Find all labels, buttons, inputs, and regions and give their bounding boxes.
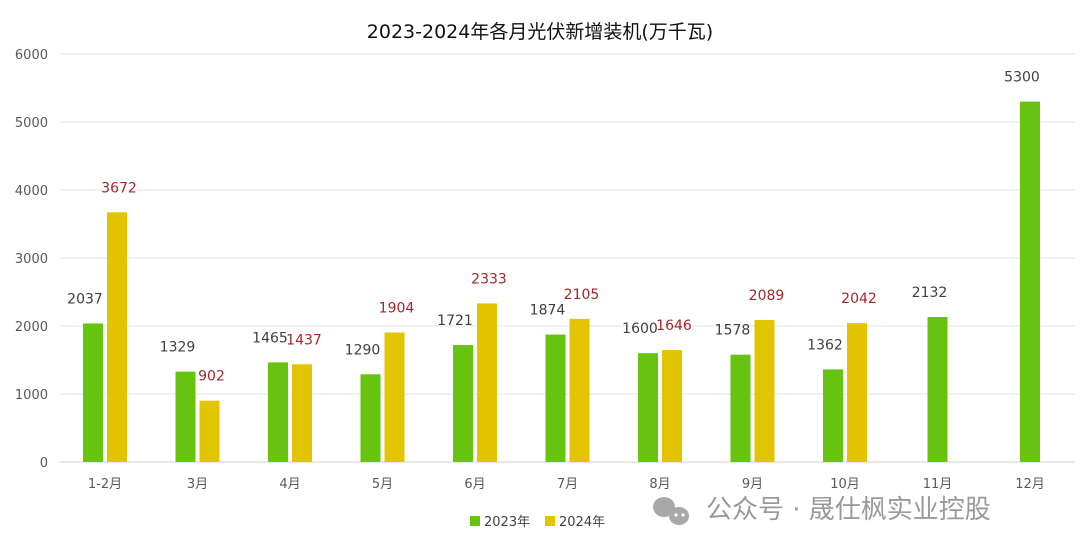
bar-2023年-4月 [268, 362, 288, 462]
data-label: 2132 [912, 285, 948, 301]
bar-2023年-12月 [1020, 101, 1040, 462]
bar-2024年-9月 [754, 319, 775, 462]
data-label: 1600 [622, 321, 658, 337]
y-tick-label: 6000 [15, 48, 48, 63]
data-label: 2042 [841, 291, 877, 307]
bar-2024年-7月 [569, 318, 590, 462]
data-label: 1290 [345, 342, 381, 358]
x-tick-label: 6月 [464, 477, 485, 492]
bar-2024年-6月 [477, 303, 497, 462]
bar-2024年-3月 [199, 400, 220, 462]
data-label: 1904 [379, 301, 415, 317]
legend-label: 2023年 [484, 515, 530, 530]
bar-2023年-1-2月 [83, 323, 103, 462]
bar-2024年-10月 [847, 323, 867, 462]
data-label: 1362 [807, 337, 843, 353]
bar-2024年-8月 [662, 350, 682, 462]
bar-2023年-8月 [638, 353, 658, 462]
legend: 2023年 2024年 [470, 515, 605, 530]
legend-label: 2024年 [559, 515, 605, 530]
bar-2023年-10月 [823, 369, 843, 462]
x-tick-label: 7月 [557, 477, 578, 492]
legend-swatch [470, 516, 480, 526]
bar-2023年-11月 [927, 317, 948, 462]
data-label: 5300 [1004, 70, 1040, 86]
wechat-icon [653, 497, 689, 525]
y-tick-label: 5000 [15, 116, 48, 131]
bar-2023年-5月 [360, 374, 381, 462]
data-label: 1874 [530, 303, 566, 319]
data-label: 2037 [67, 291, 103, 307]
data-label: 1578 [715, 323, 751, 339]
x-tick-label: 9月 [742, 477, 763, 492]
bars [83, 101, 1040, 462]
data-label: 1437 [286, 332, 322, 348]
legend-swatch [545, 516, 555, 526]
x-tick-label: 4月 [279, 477, 300, 492]
data-label: 2333 [471, 271, 507, 287]
data-label: 1465 [252, 330, 288, 346]
x-tick-label: 1-2月 [88, 477, 122, 492]
y-tick-label: 4000 [15, 184, 48, 199]
y-tick-label: 2000 [15, 320, 48, 335]
bar-2024年-5月 [384, 332, 405, 462]
x-tick-label: 3月 [187, 477, 208, 492]
x-tick-label: 11月 [923, 477, 953, 492]
x-tick-label: 10月 [830, 477, 860, 492]
data-label: 2105 [564, 287, 600, 303]
y-tick-label: 0 [40, 456, 48, 471]
chart-title: 2023-2024年各月光伏新增装机(万千瓦) [367, 21, 713, 43]
data-label: 2089 [749, 288, 785, 304]
bar-2023年-3月 [175, 371, 196, 462]
y-axis-ticks: 0 1000 2000 3000 4000 5000 6000 [15, 48, 48, 471]
data-label: 1329 [160, 340, 196, 356]
data-label: 3672 [101, 180, 137, 196]
bar-2024年-1-2月 [107, 212, 127, 462]
x-axis-ticks: 1-2月 3月 4月 5月 6月 7月 8月 9月 10月 11月 12月 [88, 477, 1045, 492]
data-label: 1646 [656, 318, 692, 334]
data-label: 1721 [437, 313, 473, 329]
data-label: 902 [198, 369, 225, 385]
bar-2023年-7月 [545, 334, 566, 462]
x-tick-label: 8月 [649, 477, 670, 492]
x-tick-label: 5月 [372, 477, 393, 492]
watermark: 公众号 · 晟仕枫实业控股 [653, 495, 991, 525]
bar-2024年-4月 [292, 364, 312, 462]
x-tick-label: 12月 [1015, 477, 1045, 492]
bar-2023年-6月 [453, 344, 473, 462]
y-tick-label: 3000 [15, 252, 48, 267]
bar-2023年-9月 [730, 354, 751, 462]
watermark-text: 公众号 · 晟仕枫实业控股 [706, 495, 991, 525]
y-tick-label: 1000 [15, 388, 48, 403]
gridlines [60, 53, 1075, 463]
